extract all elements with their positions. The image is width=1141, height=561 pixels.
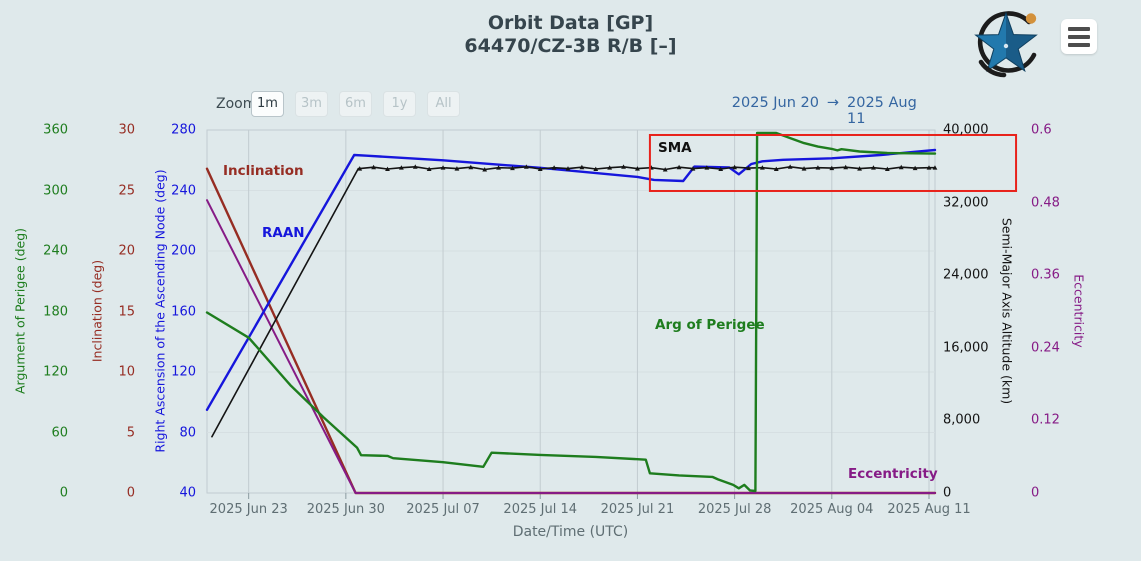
chart-title: Orbit Data [GP] — [487, 12, 654, 34]
axis-title-arg-of-perigee: Argument of Perigee (deg) — [12, 227, 28, 395]
satellite-dot — [1025, 13, 1037, 24]
sma-data-marker — [398, 165, 404, 170]
zoom-button-1y[interactable]: 1y — [383, 91, 416, 117]
sma-data-marker — [926, 165, 932, 170]
hamburger-icon — [1068, 26, 1090, 47]
sma-data-marker — [440, 165, 446, 170]
sma-data-marker — [385, 166, 390, 172]
sma-data-marker — [523, 164, 529, 169]
sma-data-marker — [932, 165, 938, 170]
sma-data-marker — [871, 165, 876, 170]
series-line-sma — [211, 166, 936, 438]
sma-data-marker — [635, 166, 640, 171]
sma-data-marker — [454, 166, 460, 171]
sma-data-marker — [607, 165, 613, 170]
sma-data-marker — [690, 166, 696, 171]
hamburger-menu-button[interactable] — [1061, 19, 1097, 54]
star-shading — [1006, 13, 1037, 71]
series-markers-sma — [357, 164, 938, 172]
sma-data-marker — [676, 164, 682, 170]
sma-data-marker — [579, 164, 585, 170]
axis-title-sma-altitude: Semi-Major Axis Altitude (km) — [999, 217, 1015, 405]
sma-data-marker — [482, 167, 488, 172]
sma-data-marker — [496, 165, 501, 170]
orbit-swoosh-front — [978, 59, 1007, 78]
zoom-button-1m[interactable]: 1m — [251, 91, 284, 117]
sma-data-marker — [884, 166, 890, 172]
axis-title-inclination: Inclination (deg) — [89, 259, 105, 363]
sma-data-marker — [412, 164, 418, 169]
sma-data-marker — [426, 166, 432, 172]
sma-data-marker — [704, 165, 710, 170]
series-line-ecc — [206, 199, 936, 494]
sma-data-marker — [773, 166, 779, 172]
range-start-input[interactable]: 2025 Jun 20 — [731, 95, 819, 111]
sma-data-marker — [510, 165, 515, 171]
axis-title-raan: Right Ascension of the Ascending Node (d… — [152, 169, 168, 453]
sma-data-marker — [371, 164, 377, 170]
sma-data-marker — [898, 164, 904, 170]
keeptrack-star-logo — [974, 11, 1038, 78]
range-arrow-icon: → — [826, 95, 840, 111]
series-label-arg-of-perigee: Arg of Perigee — [655, 317, 765, 333]
zoom-selector-label: Zoom — [216, 96, 257, 112]
chart-subtitle: 64470/CZ-3B R/B [–] — [464, 35, 677, 57]
zoom-button-all[interactable]: All — [427, 91, 460, 117]
series-line-incl — [205, 167, 937, 495]
zoom-button-3m[interactable]: 3m — [295, 91, 328, 117]
sma-data-marker — [815, 165, 821, 170]
sma-data-marker — [718, 166, 724, 172]
sma-data-marker — [732, 164, 738, 170]
sma-data-marker — [662, 167, 668, 172]
sma-data-marker — [843, 164, 849, 170]
sma-data-marker — [621, 164, 626, 169]
sma-data-marker — [593, 166, 599, 172]
sma-data-marker — [537, 166, 543, 172]
sma-data-marker — [565, 166, 571, 171]
sma-data-marker — [787, 164, 793, 169]
zoom-button-6m[interactable]: 6m — [339, 91, 372, 117]
sma-data-marker — [912, 165, 918, 171]
sma-data-marker — [468, 164, 474, 170]
series-label-eccentricity: Eccentricity — [848, 466, 938, 482]
sma-data-marker — [829, 165, 835, 171]
orbit-swoosh — [977, 11, 1037, 73]
range-end-input[interactable]: 2025 Aug 11 — [847, 95, 917, 127]
sma-data-marker — [759, 165, 765, 170]
sma-data-marker — [357, 166, 363, 171]
series-label-sma: SMA — [658, 140, 692, 156]
sma-data-marker — [857, 166, 862, 171]
series-line-argp — [205, 131, 937, 493]
star-center — [1003, 43, 1009, 49]
x-axis-title: Date/Time (UTC) — [512, 524, 629, 540]
sma-data-marker — [801, 166, 807, 171]
series-label-raan: RAAN — [262, 225, 305, 241]
series-label-inclination: Inclination — [223, 163, 304, 179]
axis-title-eccentricity: Eccentricity — [1071, 274, 1087, 348]
sma-data-marker — [551, 165, 557, 170]
sma-annotation-box — [648, 133, 1018, 192]
sma-data-marker — [746, 165, 751, 171]
series-line-raan — [205, 148, 937, 411]
